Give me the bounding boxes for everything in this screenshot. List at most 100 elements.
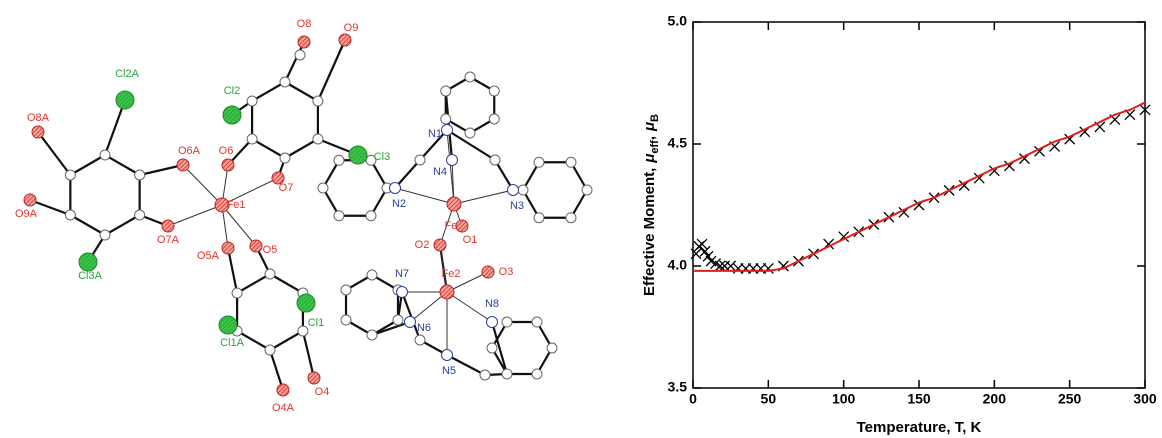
atom bbox=[339, 34, 351, 46]
carbon-atom bbox=[502, 369, 512, 379]
bond bbox=[318, 40, 345, 101]
carbon-atom bbox=[367, 330, 377, 340]
carbon-atom bbox=[100, 150, 110, 160]
atom bbox=[79, 253, 97, 271]
atom bbox=[116, 91, 134, 109]
x-tick-label: 100 bbox=[832, 391, 856, 407]
carbon-atom bbox=[334, 211, 344, 221]
atom bbox=[277, 384, 289, 396]
bond bbox=[252, 82, 285, 101]
bond bbox=[140, 165, 183, 175]
y-axis-label-part: Effective Moment, bbox=[641, 168, 658, 296]
atom-label: Cl3 bbox=[374, 151, 391, 163]
carbon-atom bbox=[480, 370, 490, 380]
atom-label: Cl1A bbox=[220, 337, 245, 349]
atom bbox=[177, 159, 189, 171]
atom bbox=[219, 316, 237, 334]
carbon-atom bbox=[487, 343, 497, 353]
x-tick-label: 0 bbox=[689, 391, 697, 407]
data-point bbox=[726, 261, 736, 271]
atom-label: O7A bbox=[157, 234, 180, 246]
carbon-atom bbox=[566, 213, 576, 223]
carbon-atom bbox=[265, 269, 275, 279]
carbon-atom bbox=[366, 211, 376, 221]
carbon-atom bbox=[415, 335, 425, 345]
carbon-atom bbox=[135, 170, 145, 180]
atom-label: N4 bbox=[433, 166, 447, 178]
carbon-atom bbox=[532, 369, 542, 379]
carbon-atom bbox=[280, 153, 290, 163]
data-point bbox=[715, 261, 725, 271]
atom bbox=[298, 36, 310, 48]
carbon-atom bbox=[566, 157, 576, 167]
y-tick-label: 5.0 bbox=[668, 13, 688, 29]
atom bbox=[456, 220, 468, 232]
bond bbox=[237, 274, 270, 293]
fit-line bbox=[693, 103, 1145, 271]
atom-label: N2 bbox=[392, 198, 406, 210]
carbon-atom bbox=[100, 230, 110, 240]
bond bbox=[70, 155, 105, 175]
atom-label: O6 bbox=[219, 145, 234, 157]
carbon-atom bbox=[341, 285, 351, 295]
carbon-atom bbox=[247, 96, 257, 106]
carbon-atom bbox=[247, 134, 257, 144]
atom-label: O7 bbox=[279, 182, 294, 194]
atom bbox=[250, 240, 262, 252]
coordination-bond bbox=[168, 205, 222, 226]
atom-label: Fe2 bbox=[442, 268, 461, 280]
bond bbox=[270, 331, 303, 350]
atom bbox=[32, 126, 44, 138]
carbon-atom bbox=[489, 114, 499, 124]
bond bbox=[270, 274, 303, 293]
bond bbox=[252, 139, 285, 158]
atom bbox=[447, 197, 461, 211]
bond bbox=[303, 331, 314, 378]
carbon-atom bbox=[393, 315, 403, 325]
carbon-atom bbox=[582, 185, 592, 195]
carbon-atom bbox=[295, 50, 305, 60]
carbon-atom bbox=[232, 288, 242, 298]
carbon-atom bbox=[518, 185, 528, 195]
atom-label: Cl3A bbox=[78, 270, 103, 282]
atom-label: O1 bbox=[463, 234, 478, 246]
atom-label: O3 bbox=[499, 266, 514, 278]
carbon-atom bbox=[318, 183, 328, 193]
atom-label: O5A bbox=[197, 250, 220, 262]
atom bbox=[447, 155, 458, 166]
atom-label: O4A bbox=[272, 402, 295, 414]
atom-label: N1 bbox=[428, 128, 442, 140]
y-axis-label-part: eff bbox=[649, 140, 661, 154]
data-point bbox=[720, 261, 730, 271]
atom bbox=[442, 350, 453, 361]
atom-label: Fe1 bbox=[227, 199, 246, 211]
atom bbox=[308, 372, 320, 384]
atom bbox=[440, 285, 454, 299]
x-tick-label: 50 bbox=[761, 391, 777, 407]
carbon-atom bbox=[334, 155, 344, 165]
carbon-atom bbox=[265, 345, 275, 355]
carbon-atom bbox=[534, 213, 544, 223]
figure: O8AO9ACl2ACl3AO6AO7AFe1O6O7O5AO5Cl2O8O9C… bbox=[0, 0, 1162, 438]
atom-label: O2 bbox=[415, 239, 430, 251]
carbon-atom bbox=[135, 210, 145, 220]
bond bbox=[285, 139, 318, 158]
y-axis-label-part: μ bbox=[641, 154, 658, 164]
atom-label: O9 bbox=[344, 22, 359, 34]
y-axis-label-part: , bbox=[641, 136, 658, 140]
y-tick-label: 4.5 bbox=[668, 135, 688, 151]
atom bbox=[223, 106, 241, 124]
carbon-atom bbox=[280, 77, 290, 87]
x-axis-label: Temperature, T, K bbox=[857, 419, 982, 436]
x-tick-label: 300 bbox=[1133, 391, 1157, 407]
atoms: O8AO9ACl2ACl3AO6AO7AFe1O6O7O5AO5Cl2O8O9C… bbox=[15, 18, 592, 414]
coordination-bond bbox=[183, 165, 222, 205]
carbon-atom bbox=[367, 270, 377, 280]
atom-label: N5 bbox=[442, 365, 456, 377]
atom-label: O4 bbox=[315, 386, 330, 398]
y-tick-label: 3.5 bbox=[668, 379, 688, 395]
atom-label: O9A bbox=[15, 208, 38, 220]
atom bbox=[390, 183, 401, 194]
atom bbox=[397, 287, 408, 298]
